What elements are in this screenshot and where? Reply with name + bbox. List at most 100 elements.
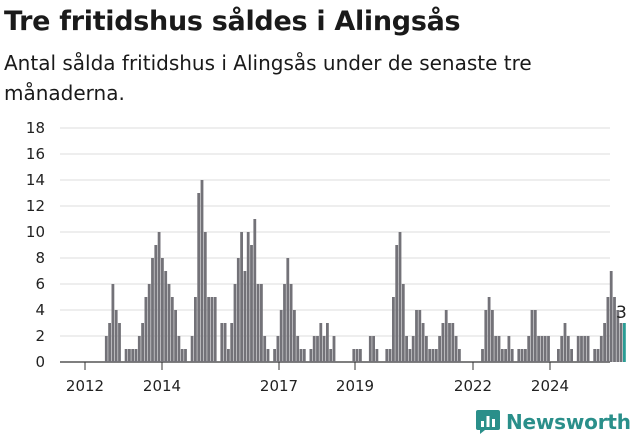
bar xyxy=(352,349,356,362)
bar xyxy=(355,349,359,362)
bar xyxy=(395,245,399,362)
bar xyxy=(603,323,606,362)
bar xyxy=(137,336,141,362)
y-tick-label: 8 xyxy=(35,249,45,267)
bar xyxy=(243,271,247,362)
x-axis: 2012 2014 2017 2019 2022 2024 xyxy=(66,362,569,395)
bar xyxy=(180,349,184,362)
bar xyxy=(253,219,257,362)
bar xyxy=(233,284,237,362)
bar xyxy=(593,349,597,362)
bar xyxy=(167,284,171,362)
bar xyxy=(227,349,230,362)
bar xyxy=(484,310,488,362)
bar xyxy=(283,284,286,362)
x-tick-label: 2017 xyxy=(260,377,298,395)
bar xyxy=(388,349,392,362)
bar xyxy=(250,245,253,362)
bar xyxy=(606,297,610,362)
bar xyxy=(279,310,283,362)
y-tick-label: 0 xyxy=(35,353,45,371)
bar xyxy=(326,323,329,362)
bar xyxy=(487,297,491,362)
bar xyxy=(230,323,234,362)
bar xyxy=(425,336,428,362)
bar xyxy=(213,297,217,362)
bar xyxy=(431,349,435,362)
chart-subtitle: Antal sålda fritidshus i Alingsås under … xyxy=(4,51,532,105)
bar xyxy=(385,349,389,362)
bar xyxy=(616,310,620,362)
bar xyxy=(118,323,121,362)
bar xyxy=(296,336,300,362)
bar xyxy=(194,297,197,362)
bar xyxy=(580,336,583,362)
bar xyxy=(375,349,379,362)
bar xyxy=(507,336,511,362)
y-axis: 0 2 4 6 8 10 12 14 16 18 xyxy=(26,119,45,371)
bar xyxy=(583,336,587,362)
bar xyxy=(286,258,290,362)
bar xyxy=(104,336,108,362)
bar xyxy=(200,180,204,362)
bar xyxy=(547,336,550,362)
y-tick-label: 14 xyxy=(26,171,45,189)
bar xyxy=(220,323,224,362)
bar xyxy=(405,336,408,362)
bar xyxy=(177,336,181,362)
bar xyxy=(444,310,448,362)
x-tick-label: 2019 xyxy=(336,377,374,395)
bar xyxy=(207,297,210,362)
x-tick-label: 2022 xyxy=(454,377,492,395)
bar xyxy=(392,297,395,362)
y-tick-label: 16 xyxy=(26,145,45,163)
y-tick-label: 10 xyxy=(26,223,45,241)
bar xyxy=(586,336,590,362)
bar xyxy=(131,349,135,362)
y-tick-label: 6 xyxy=(35,275,45,293)
bar xyxy=(454,336,458,362)
bar xyxy=(438,336,441,362)
bar xyxy=(497,336,501,362)
bar xyxy=(359,349,362,362)
y-tick-label: 4 xyxy=(35,301,45,319)
bar-chart: 0 2 4 6 8 10 12 14 16 18 2012 2014 2017 2019 2022 2024… xyxy=(26,119,627,395)
bar xyxy=(197,193,201,362)
bar xyxy=(210,297,214,362)
bar xyxy=(527,336,531,362)
bar xyxy=(309,349,313,362)
bar xyxy=(500,349,504,362)
bar xyxy=(161,258,164,362)
bar xyxy=(289,284,293,362)
bar xyxy=(596,349,600,362)
bar xyxy=(510,349,514,362)
brand-name: Newsworthy xyxy=(506,410,631,434)
y-tick-label: 18 xyxy=(26,119,45,137)
bar xyxy=(302,349,306,362)
bar xyxy=(329,349,333,362)
bar xyxy=(448,323,451,362)
bar xyxy=(576,336,580,362)
bar xyxy=(458,349,461,362)
bar xyxy=(260,284,263,362)
bar xyxy=(157,232,161,362)
bar xyxy=(441,323,445,362)
bar xyxy=(398,232,402,362)
newsworthy-brand: Newsworthy xyxy=(476,408,631,436)
bar xyxy=(494,336,498,362)
x-tick-label: 2014 xyxy=(143,377,181,395)
bar xyxy=(609,271,613,362)
bar xyxy=(276,336,280,362)
bar xyxy=(408,349,412,362)
bar xyxy=(332,336,336,362)
bar xyxy=(134,349,138,362)
bar xyxy=(144,297,148,362)
bar xyxy=(504,349,507,362)
bar xyxy=(141,323,144,362)
bar xyxy=(256,284,260,362)
chart-title: Tre fritidshus såldes i Alingsås xyxy=(4,6,461,37)
bar xyxy=(434,349,438,362)
bar xyxy=(164,271,168,362)
bar xyxy=(124,349,128,362)
bar xyxy=(174,310,177,362)
